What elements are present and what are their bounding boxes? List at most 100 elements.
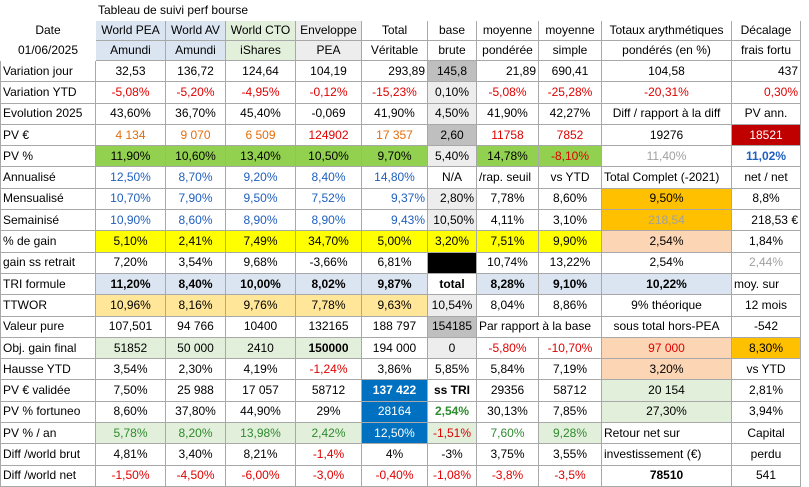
data-cell[interactable]: 9,10% xyxy=(538,272,602,296)
data-cell[interactable]: 29356 xyxy=(476,379,539,402)
row-label[interactable]: TTWOR xyxy=(0,294,96,317)
data-cell[interactable]: 218,53 € xyxy=(731,209,801,232)
row-label[interactable]: Obj. gain final xyxy=(0,336,96,360)
data-cell[interactable]: -0,12% xyxy=(295,81,362,104)
data-cell[interactable]: -10,70% xyxy=(538,336,602,360)
data-cell[interactable]: -1,51% xyxy=(427,422,477,445)
data-cell[interactable]: 5,84% xyxy=(476,358,539,381)
data-cell[interactable]: 11,20% xyxy=(95,272,166,296)
data-cell[interactable]: Retour net sur xyxy=(601,422,732,445)
header-cell[interactable]: World PEA xyxy=(95,20,166,41)
data-cell[interactable]: 8,02% xyxy=(295,272,362,296)
data-cell[interactable]: 7,78% xyxy=(295,294,362,317)
data-cell[interactable]: 7,85% xyxy=(538,400,602,424)
data-cell[interactable]: 28164 xyxy=(361,400,428,424)
data-cell[interactable]: -3,8% xyxy=(476,464,539,487)
data-cell[interactable]: 145,8 xyxy=(427,59,477,83)
data-cell[interactable]: 10,90% xyxy=(95,209,166,232)
data-cell[interactable]: 11,90% xyxy=(95,145,166,168)
data-cell[interactable]: -1,08% xyxy=(427,464,477,487)
data-cell[interactable]: 7852 xyxy=(538,123,602,147)
data-cell[interactable] xyxy=(427,251,477,274)
data-cell[interactable]: -6,00% xyxy=(225,464,296,487)
data-cell[interactable]: 1,84% xyxy=(731,230,801,253)
data-cell[interactable]: 13,22% xyxy=(538,251,602,274)
data-cell[interactable]: 8,16% xyxy=(165,294,226,317)
data-cell[interactable]: 44,90% xyxy=(225,400,296,424)
data-cell[interactable]: -4,50% xyxy=(165,464,226,487)
data-cell[interactable]: 3,20% xyxy=(601,358,732,381)
header-cell[interactable]: Amundi xyxy=(165,40,226,61)
header-cell[interactable]: Enveloppe xyxy=(295,20,362,41)
header-cell[interactable]: World AV xyxy=(165,20,226,41)
data-cell[interactable]: 218,54 xyxy=(601,209,732,232)
data-cell[interactable]: 5,00% xyxy=(361,230,428,253)
data-cell[interactable]: vs YTD xyxy=(731,358,801,381)
data-cell[interactable]: 9,87% xyxy=(361,272,428,296)
data-cell[interactable]: 8,30% xyxy=(731,336,801,360)
header-cell[interactable]: Total xyxy=(361,20,428,41)
data-cell[interactable]: 8,60% xyxy=(165,209,226,232)
data-cell[interactable]: 27,30% xyxy=(601,400,732,424)
data-cell[interactable]: 17 057 xyxy=(225,379,296,402)
data-cell[interactable]: 9% théorique xyxy=(601,294,732,317)
data-cell[interactable]: 3,94% xyxy=(731,400,801,424)
header-cell[interactable]: frais fortu xyxy=(731,40,801,61)
row-label[interactable]: PV € validée xyxy=(0,379,96,402)
data-cell[interactable]: 3,54% xyxy=(95,358,166,381)
data-cell[interactable]: 150000 xyxy=(295,336,362,360)
data-cell[interactable]: 107,501 xyxy=(95,315,166,338)
data-cell[interactable]: 2,30% xyxy=(165,358,226,381)
data-cell[interactable]: 50 000 xyxy=(165,336,226,360)
data-cell[interactable]: 3,40% xyxy=(165,443,226,466)
data-cell[interactable]: 690,41 xyxy=(538,59,602,83)
data-cell[interactable]: 154185 xyxy=(427,315,477,338)
data-cell[interactable]: 2,80% xyxy=(427,187,477,211)
data-cell[interactable]: 0,30% xyxy=(731,81,801,104)
data-cell[interactable]: 2,54% xyxy=(601,230,732,253)
data-cell[interactable]: 11758 xyxy=(476,123,539,147)
data-cell[interactable]: 7,60% xyxy=(476,422,539,445)
data-cell[interactable]: /rap. seuil xyxy=(476,166,539,189)
data-cell[interactable]: 104,58 xyxy=(601,59,732,83)
data-cell[interactable]: 8,86% xyxy=(538,294,602,317)
row-label[interactable]: Valeur pure xyxy=(0,315,96,338)
data-cell[interactable]: 4 134 xyxy=(95,123,166,147)
data-cell[interactable]: 7,50% xyxy=(95,379,166,402)
data-cell[interactable]: 9,76% xyxy=(225,294,296,317)
header-cell[interactable]: pondérée xyxy=(476,40,539,61)
data-cell[interactable]: 34,70% xyxy=(295,230,362,253)
data-cell[interactable]: 9,63% xyxy=(361,294,428,317)
data-cell[interactable]: -5,08% xyxy=(476,81,539,104)
data-cell[interactable]: 6 509 xyxy=(225,123,296,147)
data-cell[interactable]: 8,70% xyxy=(165,166,226,189)
data-cell[interactable]: perdu xyxy=(731,443,801,466)
data-cell[interactable]: -4,95% xyxy=(225,81,296,104)
data-cell[interactable]: 51852 xyxy=(95,336,166,360)
data-cell[interactable]: 8,90% xyxy=(295,209,362,232)
data-cell[interactable]: 8,21% xyxy=(225,443,296,466)
data-cell[interactable]: 9,68% xyxy=(225,251,296,274)
data-cell[interactable]: 10,60% xyxy=(165,145,226,168)
header-cell[interactable]: brute xyxy=(427,40,477,61)
row-label[interactable]: PV % fortuneo xyxy=(0,400,96,424)
data-cell[interactable]: -5,80% xyxy=(476,336,539,360)
data-cell[interactable]: 3,75% xyxy=(476,443,539,466)
data-cell[interactable]: 7,90% xyxy=(165,187,226,211)
data-cell[interactable]: -1,4% xyxy=(295,443,362,466)
data-cell[interactable]: 2,54% xyxy=(427,400,477,424)
data-cell[interactable]: 9,20% xyxy=(225,166,296,189)
row-label[interactable]: Evolution 2025 xyxy=(0,102,96,125)
data-cell[interactable]: 10,50% xyxy=(427,209,477,232)
data-cell[interactable]: 11,40% xyxy=(601,145,732,168)
data-cell[interactable]: 12 mois xyxy=(731,294,801,317)
data-cell[interactable]: 41,90% xyxy=(476,102,539,125)
data-cell[interactable]: 541 xyxy=(731,464,801,487)
sheet-title[interactable]: Tableau de suivi perf bourse xyxy=(95,0,801,21)
data-cell[interactable]: 13,98% xyxy=(225,422,296,445)
data-cell[interactable]: 7,78% xyxy=(476,187,539,211)
data-cell[interactable]: 94 766 xyxy=(165,315,226,338)
data-cell[interactable]: 2,60 xyxy=(427,123,477,147)
data-cell[interactable]: 3,86% xyxy=(361,358,428,381)
data-cell[interactable]: 8,20% xyxy=(165,422,226,445)
